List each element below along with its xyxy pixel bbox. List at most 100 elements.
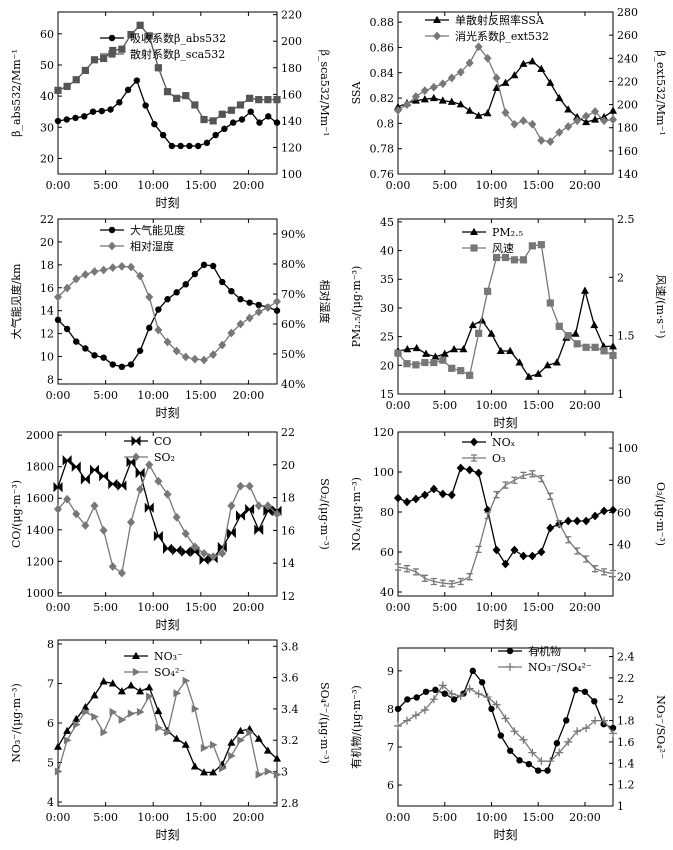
data-point bbox=[553, 739, 561, 747]
data-point bbox=[182, 676, 191, 685]
data-point bbox=[73, 338, 80, 345]
data-point bbox=[200, 548, 208, 558]
legend-label: 消光系数β_ext532 bbox=[455, 29, 549, 43]
chart-panel-1: 0:00 5:00 10:00 15:00 20:00 时刻 20 30 40 50 60 100 12… bbox=[10, 9, 331, 210]
series-2 bbox=[394, 681, 617, 766]
data-point bbox=[98, 107, 106, 115]
data-point bbox=[256, 119, 263, 126]
data-point bbox=[475, 545, 482, 554]
data-point bbox=[209, 740, 218, 749]
data-point bbox=[153, 530, 163, 542]
y-right-tick-label: 3.4 bbox=[281, 703, 299, 716]
data-point bbox=[412, 343, 421, 352]
series-1 bbox=[394, 57, 617, 126]
data-point bbox=[483, 287, 492, 295]
data-point bbox=[145, 292, 154, 302]
chart-panel-7: 0:00 5:00 10:00 15:00 20:00 时刻 4 5 6 7 8 2.8 3 3.2 3.4… bbox=[10, 638, 331, 842]
legend-label: NOₓ bbox=[492, 436, 516, 449]
data-point bbox=[127, 517, 135, 527]
x-tick-label: 0:00 bbox=[386, 601, 411, 614]
data-point bbox=[537, 547, 546, 557]
chart-panel-2: 0:00 5:00 10:00 15:00 20:00 时刻 0.76 0.78 0.8 0.82… bbox=[350, 6, 667, 210]
y-right-tick-label: 80 bbox=[617, 474, 631, 487]
y-right-tick-label: 220 bbox=[281, 9, 302, 22]
data-point bbox=[200, 115, 208, 124]
x-axis-label: 时刻 bbox=[493, 416, 517, 430]
y-left-tick-label: 1000 bbox=[26, 587, 54, 600]
legend-label: NO₃⁻ bbox=[154, 650, 183, 663]
data-point bbox=[501, 78, 510, 86]
data-point bbox=[502, 481, 509, 489]
data-point bbox=[236, 319, 245, 329]
data-point bbox=[54, 767, 63, 776]
data-point bbox=[117, 262, 126, 271]
y-left-tick-label: 22 bbox=[40, 213, 54, 226]
data-point bbox=[190, 354, 199, 364]
data-point bbox=[547, 492, 554, 500]
legend-marker bbox=[108, 241, 116, 251]
legend-label: PM₂.₅ bbox=[492, 226, 523, 239]
data-point bbox=[474, 689, 483, 698]
data-point bbox=[108, 679, 117, 687]
data-point bbox=[63, 494, 72, 504]
data-point bbox=[264, 96, 272, 104]
x-tick-label: 5:00 bbox=[432, 601, 457, 614]
data-point bbox=[591, 343, 599, 351]
data-point bbox=[447, 97, 456, 105]
y-left-axis-label: 有机物/(μg·m⁻³) bbox=[349, 685, 363, 769]
x-axis-label: 时刻 bbox=[493, 618, 517, 632]
data-point bbox=[209, 768, 218, 776]
data-point bbox=[591, 716, 600, 725]
y-right-tick-label: 22 bbox=[281, 426, 295, 439]
x-axis-label: 时刻 bbox=[493, 828, 517, 842]
x-tick-label: 15:00 bbox=[522, 399, 554, 412]
data-point bbox=[54, 316, 62, 324]
data-point bbox=[394, 705, 402, 713]
x-tick-label: 20:00 bbox=[233, 601, 265, 614]
data-point bbox=[510, 256, 519, 264]
x-axis-label: 时刻 bbox=[493, 196, 517, 210]
data-point bbox=[54, 742, 62, 750]
data-point bbox=[564, 737, 573, 746]
y-right-tick-label: 2.4 bbox=[617, 651, 635, 664]
data-point bbox=[564, 332, 572, 340]
data-point bbox=[245, 504, 255, 515]
data-point bbox=[429, 484, 438, 494]
y-right-axis-label: SO₄²⁻/(μg·m⁻³) bbox=[318, 682, 331, 764]
y-left-tick-label: 0.84 bbox=[370, 67, 395, 80]
data-point bbox=[581, 688, 589, 695]
y-right-tick-label: 1.5 bbox=[617, 330, 635, 343]
x-tick-label: 5:00 bbox=[93, 389, 118, 402]
x-axis-label: 时刻 bbox=[155, 828, 179, 842]
y-left-tick-label: 8 bbox=[47, 638, 54, 651]
x-tick-label: 10:00 bbox=[476, 399, 508, 412]
data-point bbox=[136, 708, 145, 717]
data-point bbox=[466, 371, 474, 379]
y-left-tick-label: 0.76 bbox=[370, 168, 395, 181]
data-point bbox=[456, 463, 465, 473]
data-point bbox=[429, 82, 438, 92]
y-left-axis-label: PM₂.₅/(μg·m⁻³) bbox=[350, 266, 363, 348]
data-point bbox=[228, 287, 235, 295]
data-point bbox=[194, 142, 202, 150]
y-left-tick-label: 6 bbox=[387, 779, 394, 792]
legend-marker bbox=[132, 651, 140, 659]
x-axis-label: 时刻 bbox=[155, 196, 179, 210]
data-point bbox=[420, 705, 429, 714]
y-right-axis-label: 相对湿度 bbox=[318, 280, 332, 324]
data-point bbox=[538, 474, 545, 483]
data-point bbox=[144, 502, 154, 513]
y-right-axis-label: O₃/(μg·m⁻³) bbox=[654, 482, 667, 546]
series-1 bbox=[394, 667, 617, 774]
series-2 bbox=[54, 460, 281, 578]
y-right-tick-label: 14 bbox=[281, 557, 295, 570]
data-point bbox=[218, 110, 226, 118]
data-point bbox=[447, 73, 456, 83]
data-point bbox=[199, 554, 209, 565]
y-left-tick-label: 1600 bbox=[26, 492, 54, 505]
y-right-tick-label: 200 bbox=[281, 35, 302, 48]
legend-marker bbox=[108, 34, 116, 42]
data-point bbox=[510, 727, 519, 736]
legend: CO SO₂ bbox=[124, 435, 175, 464]
legend-label: 相对湿度 bbox=[130, 239, 174, 253]
